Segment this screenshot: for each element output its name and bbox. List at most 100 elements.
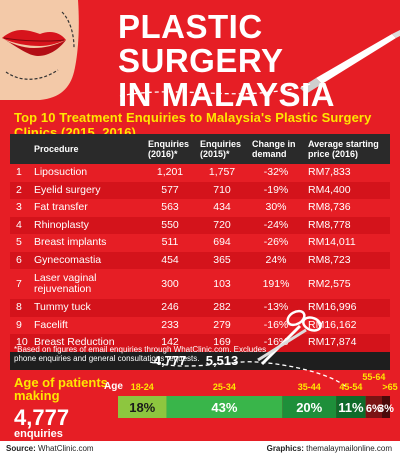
age-stacked-bar-chart: 18-24 18% 25-34 43% 35-44 20% 45-54 11% 55-64 6% >…: [118, 372, 398, 418]
row-price: RM14,011: [308, 236, 356, 249]
age-big-number: 4,777: [14, 405, 70, 430]
table-row: 4 Rhinoplasty 550 720 -24% RM8,778: [10, 216, 390, 234]
row-price: RM4,400: [308, 183, 351, 196]
scalpel-icon: [300, 30, 400, 94]
row-enq2016: 563: [161, 201, 179, 214]
row-enq2015: 103: [213, 277, 231, 290]
row-price: RM2,575: [308, 277, 351, 290]
source-credit: Source: WhatClinic.com: [6, 444, 94, 453]
row-change: -16%: [263, 318, 289, 331]
age-bar-55-64: [365, 396, 382, 418]
row-price: RM7,833: [308, 166, 351, 179]
table-row: 3 Fat transfer 563 434 30% RM8,736: [10, 199, 390, 217]
row-procedure: Eyelid surgery: [34, 183, 101, 196]
scissors-icon: [257, 309, 322, 366]
hero-banner: PLASTIC SURGERY IN MALAYSIA: [0, 0, 400, 112]
age-title: Age of patients making: [14, 375, 108, 403]
age-value-label: 18%: [129, 400, 155, 415]
row-change: -24%: [263, 218, 289, 231]
row-procedure: Gynecomastia: [34, 253, 102, 266]
row-change: -13%: [263, 301, 289, 314]
age-value-label: 43%: [211, 400, 237, 415]
row-procedure: Breast implants: [34, 236, 107, 249]
row-enq2016: 550: [161, 218, 179, 231]
age-bar-18-24: [118, 396, 167, 418]
row-change: 30%: [265, 201, 287, 214]
age-category-label: 45-54: [339, 382, 362, 392]
row-procedure: Tummy tuck: [34, 301, 91, 314]
age-value-label: 20%: [296, 400, 322, 415]
row-enq2016: 1,201: [156, 166, 184, 179]
row-price: RM16,162: [308, 318, 357, 331]
row-price: RM8,723: [308, 253, 351, 266]
age-category-label: 25-34: [213, 382, 236, 392]
row-enq2016: 454: [161, 253, 179, 266]
hero-illustration: [0, 0, 400, 100]
graphics-label: Graphics:: [266, 444, 304, 453]
row-change: -32%: [263, 166, 289, 179]
row-enq2016: 577: [161, 183, 179, 196]
age-category-label: 55-64: [362, 372, 385, 382]
header-procedure: Procedure: [34, 144, 79, 154]
row-enq2016: 300: [161, 277, 179, 290]
row-num: 5: [16, 236, 22, 249]
totals-row: 4,777 5,513: [10, 351, 390, 370]
row-num: 9: [16, 318, 22, 331]
row-enq2015: 169: [213, 336, 231, 349]
row-num: 8: [16, 301, 22, 314]
row-procedure: Laser vaginal rejuvenation: [34, 272, 97, 295]
age-category-label: 18-24: [131, 382, 154, 392]
row-enq2016: 246: [161, 301, 179, 314]
row-procedure: Liposuction: [34, 166, 88, 179]
age-value-label: 3%: [378, 403, 394, 415]
row-num: 1: [16, 166, 22, 179]
row-enq2015: 365: [213, 253, 231, 266]
lips-icon: [2, 30, 66, 56]
graphics-value: themalaymailonline.com: [306, 444, 392, 453]
age-value-label: 11%: [338, 400, 364, 415]
age-category-label: >65: [382, 382, 397, 392]
row-price: RM8,778: [308, 218, 351, 231]
row-enq2015: 1,757: [208, 166, 236, 179]
row-price: RM16,996: [308, 301, 357, 314]
header-enq2015: Enquiries (2015)*: [200, 139, 242, 159]
row-enq2016: 142: [161, 336, 179, 349]
age-bar->65: [381, 396, 390, 418]
age-subtitle: enquiries: [14, 428, 63, 440]
row-procedure: Rhinoplasty: [34, 218, 89, 231]
row-enq2015: 282: [213, 301, 231, 314]
footer: Source: WhatClinic.com Graphics: themala…: [0, 441, 400, 457]
row-change: -19%: [263, 183, 289, 196]
title-line-2: IN MALAYSIA: [118, 76, 335, 113]
age-bar-35-44: [282, 396, 337, 418]
source-label: Source:: [6, 444, 36, 453]
header-change: Change in demand: [252, 139, 296, 159]
row-enq2016: 233: [161, 318, 179, 331]
row-enq2015: 434: [213, 201, 231, 214]
total-enq2016: 4,777: [153, 353, 187, 368]
row-enq2015: 694: [213, 236, 231, 249]
age-bar-45-54: [336, 396, 366, 418]
page-title: PLASTIC SURGERY IN MALAYSIA: [118, 10, 398, 112]
row-price: RM17,874: [308, 336, 357, 349]
table-row: 6 Gynecomastia 454 365 24% RM8,723: [10, 251, 390, 269]
row-num: 2: [16, 183, 22, 196]
row-price: RM8,736: [308, 201, 351, 214]
row-num: 7: [16, 277, 22, 290]
age-value-label: 6%: [366, 403, 382, 415]
age-bar-25-34: [166, 396, 283, 418]
row-num: 4: [16, 218, 22, 231]
enquiries-table: Procedure Enquiries (2016)* Enquiries (2…: [10, 134, 390, 370]
row-enq2015: 710: [213, 183, 231, 196]
source-value: WhatClinic.com: [38, 444, 94, 453]
table-row: 7 Laser vaginal rejuvenation 300 103 191…: [10, 269, 390, 299]
scissors-graphic: [149, 309, 346, 387]
age-axis-label: Age: [104, 381, 123, 392]
table-row: 1 Liposuction 1,201 1,757 -32% RM7,833: [10, 164, 390, 182]
row-procedure: Facelift: [34, 318, 68, 331]
graphics-credit: Graphics: themalaymailonline.com: [267, 444, 392, 453]
row-change: -16%: [263, 336, 289, 349]
row-num: 10: [16, 336, 28, 349]
row-enq2016: 511: [161, 236, 179, 249]
table-row: 2 Eyelid surgery 577 710 -19% RM4,400: [10, 181, 390, 199]
